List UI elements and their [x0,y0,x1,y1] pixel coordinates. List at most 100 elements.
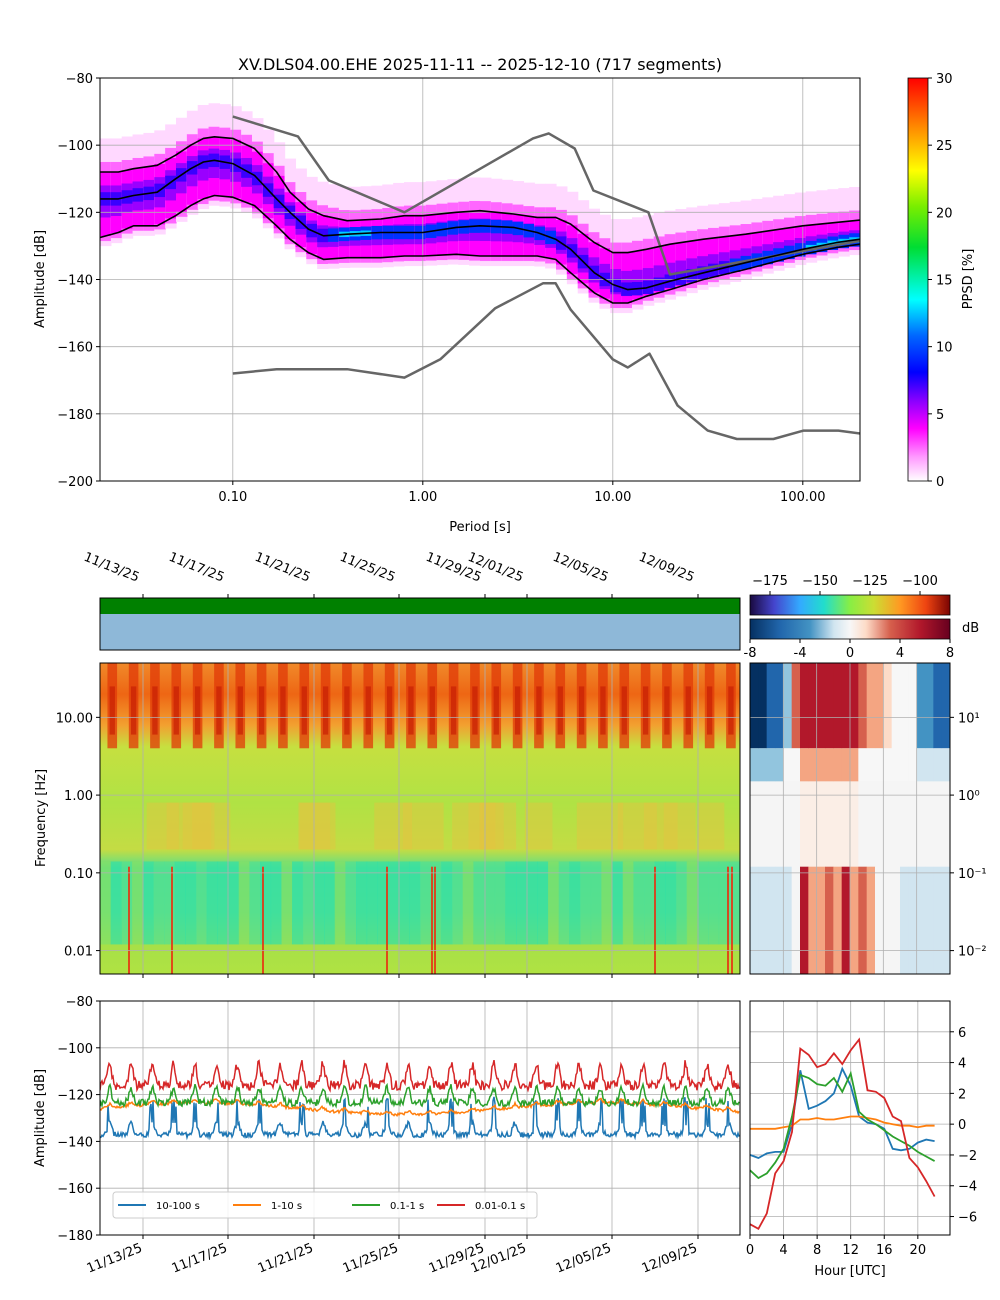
legend-label: 1-10 s [271,1201,302,1212]
diurnal-cell-upper-mid [750,748,759,782]
diurnal-grid [749,663,950,974]
ppsd-xlabel: Period [s] [449,520,511,535]
spectrogram-microseism-cell [388,861,400,945]
hourly-ytick-label: −4 [958,1180,977,1195]
spectrogram-microseism-cell [281,861,293,945]
diurnal-cell-low-frequency [941,866,951,974]
ppsd-colorbar-tick-label: 20 [936,206,953,221]
diurnal-colorbar-tick-label: -4 [794,646,807,661]
hourly-lines [750,1037,936,1231]
spectrogram-microseism-cell [633,861,645,945]
diurnal-panel: 10¹ 10⁰ 10⁻¹ 10⁻² [749,662,987,975]
spectrogram-grid [100,663,740,974]
diurnal-cell-low-frequency [800,866,809,974]
timeseries-line-1 [100,1097,740,1118]
spectrogram-microseism-cell [409,861,421,945]
ppsd-lines [100,115,860,441]
timeseries-ytick-label: −120 [57,1089,93,1104]
spectrogram-daily-peak [578,686,585,735]
legend-label: 0.01-0.1 s [475,1201,525,1212]
timeseries-ytick-label: −160 [57,1182,93,1197]
spectrogram-colorbar-tick-label: −125 [852,574,888,589]
availability-frame [99,597,741,651]
diurnal-cell-mid [883,781,893,867]
hourly-line-3 [750,1037,936,1231]
hourly-xtick-label: 20 [910,1243,927,1258]
diurnal-cell-high-frequency [841,663,851,749]
availability-data-bar [100,598,740,614]
spectrogram-frame [99,662,741,975]
spectrogram-microseism-cell [569,861,581,945]
diurnal-cell-mid [866,781,876,867]
ppsd-colorbar-tick-label: 30 [936,72,953,87]
diurnal-cell-low-frequency [850,866,859,974]
diurnal-cell-low-frequency [916,866,926,974]
spectrogram-daily-peak [600,686,606,735]
spectrogram-colorbar-tick-label: −100 [902,574,938,589]
spectrogram-microseism-cell [697,861,709,945]
hourly-xtick-label: 12 [842,1243,859,1258]
spectrogram-microseism-cell [110,861,122,945]
hourly-xtick-label: 4 [779,1243,787,1258]
spectrogram-microseism-cell [185,861,197,945]
spectrogram-daily-peak [728,686,734,735]
spectrogram-microseism-cell [516,861,528,945]
spectrogram-ytick-label: 10.00 [56,711,93,726]
diurnal-cell-mid [900,781,909,867]
diurnal-cell-low-frequency [908,866,918,974]
spectrogram-event-spike [262,866,264,974]
spectrogram-microseism-cell [420,861,432,945]
spectrogram-warm-patch [663,802,696,850]
spectrogram-microseism-cell [462,861,474,945]
ppsd-colorbar-ticks: 0 5 10 15 20 25 30 [928,72,953,490]
spectrogram-daily-peak [557,686,563,735]
diurnal-colorbar-bar [749,618,951,640]
timeseries-ytick-label: −100 [57,1042,93,1057]
timeseries-xtick-label: 11/21/25 [256,1241,316,1277]
spectrogram-microseism-cell [121,861,133,945]
ppsd-colorbar-tick-label: 15 [936,274,953,289]
diurnal-ytick-label: 10⁻² [958,945,987,960]
spectrogram-microseism-cell [196,861,208,945]
diurnal-cell-upper-mid [825,748,834,782]
hourly-panel: 0 4 8 12 16 20 −6 −4 −2 0 2 4 6 Hour [UTC] [746,1000,977,1279]
spectrogram-warm-patch [402,802,444,850]
diurnal-cell-upper-mid [791,748,801,782]
diurnal-cell-high-frequency [766,663,776,749]
diurnal-cell-high-frequency [858,663,868,749]
diurnal-cell-upper-mid [941,748,951,782]
spectrogram-microseism-cell [729,861,741,945]
diurnal-cell-mid [916,781,926,867]
spectrogram-daily-peak [130,686,137,735]
hourly-xlabel: Hour [UTC] [814,1264,885,1279]
ppsd-ytick-label: −120 [57,206,93,221]
diurnal-colorbar-tick-label: 8 [946,646,954,661]
diurnal-cell-upper-mid [775,748,784,782]
diurnal-ytick-label: 10¹ [958,711,980,726]
spectrogram-warm-patch [192,802,215,850]
spectrogram-microseism-cell [238,861,250,945]
spectrogram-daily-peak [194,686,201,735]
diurnal-ytick-label: 10⁰ [958,789,980,804]
hourly-ytick-label: 2 [958,1087,966,1102]
timeseries-xtick-label: 11/25/25 [341,1241,401,1277]
spectrogram-microseism-cell [164,861,176,945]
top-date-tick-label: 12/05/25 [551,550,611,586]
diurnal-cell-mid [841,781,851,867]
diurnal-cell-mid [858,781,868,867]
top-date-tick-label: 11/25/25 [338,550,398,586]
spectrogram-microseism-cell [676,861,688,945]
diurnal-cell-mid [908,781,918,867]
diurnal-cell-low-frequency [750,866,759,974]
spectrogram-microseism-cell [313,861,325,945]
spectrogram-microseism-cell [548,861,560,945]
spectrogram-event-spike [654,866,656,974]
spectrogram-microseism-cell [228,861,240,945]
diurnal-cell-low-frequency [833,866,843,974]
diurnal-cell-high-frequency [808,663,818,749]
density-core [632,269,644,295]
timeseries-frame [99,1000,741,1236]
ppsd-ytick-label: −200 [57,475,93,490]
diurnal-cell-low-frequency [758,866,768,974]
